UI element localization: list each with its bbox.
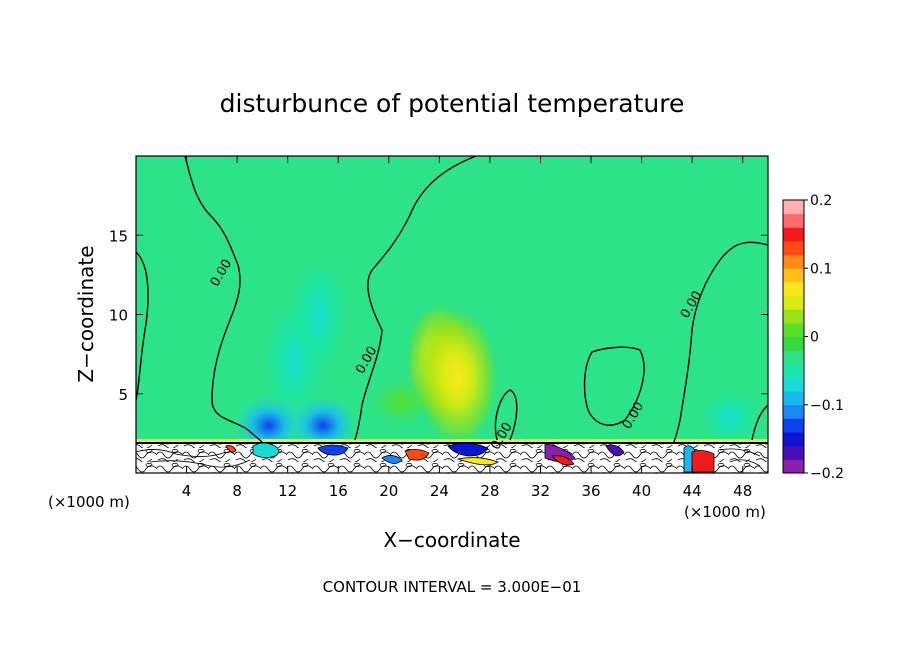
colorbar-swatch: [783, 377, 804, 392]
colorbar-swatch: [783, 459, 804, 474]
x-tick-label: 40: [632, 482, 651, 500]
colorbar-tick-label: −0.2: [810, 466, 844, 482]
y-tick-label: 10: [109, 307, 128, 325]
y-axis-label: Z−coordinate: [74, 245, 98, 382]
anomaly-blob: [700, 392, 761, 444]
contour-interval-note: CONTOUR INTERVAL = 3.000E−01: [323, 578, 582, 596]
colorbar-swatch: [783, 350, 804, 365]
colorbar-swatch: [783, 213, 804, 228]
contour-line: [184, 156, 263, 443]
x-unit-left: (×1000 m): [48, 493, 130, 511]
colorbar-swatch: [783, 309, 804, 324]
x-tick-label: 48: [733, 482, 752, 500]
y-tick-label: 5: [118, 386, 128, 404]
x-tick-label: 8: [232, 482, 242, 500]
x-tick-label: 20: [379, 482, 398, 500]
x-tick-label: 24: [430, 482, 449, 500]
colorbar-swatch: [783, 391, 804, 406]
colorbar-swatch: [783, 268, 804, 283]
colorbar-swatch: [783, 240, 804, 256]
chart-title: disturbunce of potential temperature: [220, 89, 685, 118]
x-tick-label: 32: [531, 482, 550, 500]
colorbar-swatch: [783, 432, 804, 447]
colorbar-tick-label: −0.1: [810, 398, 844, 414]
colorbar-swatch: [783, 227, 804, 242]
colorbar-swatch: [783, 254, 804, 269]
colorbar-swatch: [783, 363, 804, 378]
colorbar-tick-label: 0: [810, 330, 819, 346]
colorbar: [783, 200, 804, 474]
anomaly-blob: [418, 307, 499, 448]
colorbar-swatch: [783, 418, 804, 433]
x-axis-label: X−coordinate: [383, 528, 520, 552]
colorbar-swatch: [783, 404, 804, 419]
colorbar-swatch: [783, 336, 804, 351]
x-tick-label: 12: [278, 482, 297, 500]
x-tick-label: 16: [329, 482, 348, 500]
x-tick-label: 4: [182, 482, 192, 500]
contour-line: [136, 251, 149, 401]
contour-line: [751, 404, 768, 441]
y-tick-label: 15: [109, 227, 128, 245]
x-tick-label: 44: [683, 482, 702, 500]
contour-line: [494, 389, 518, 441]
colorbar-tick-label: 0.1: [810, 261, 832, 277]
contour-line: [354, 156, 477, 441]
colorbar-swatch: [783, 445, 804, 460]
contour-line: [673, 241, 768, 443]
boundary-layer: [136, 439, 768, 473]
colorbar-swatch: [783, 295, 804, 310]
contour-line: [583, 346, 645, 426]
colorbar-swatch: [783, 281, 804, 297]
colorbar-tick-label: 0.2: [810, 193, 832, 209]
anomaly-blob: [371, 378, 432, 425]
zero-contours: [136, 156, 768, 443]
x-tick-label: 36: [581, 482, 600, 500]
colorbar-swatch: [783, 322, 804, 337]
colorbar-swatch: [783, 200, 804, 215]
heatmap-field: 0.000.000.000.000.00: [136, 156, 768, 473]
x-tick-label: 28: [480, 482, 499, 500]
anomaly-blob: [291, 259, 348, 370]
x-unit-right: (×1000 m): [684, 503, 766, 521]
